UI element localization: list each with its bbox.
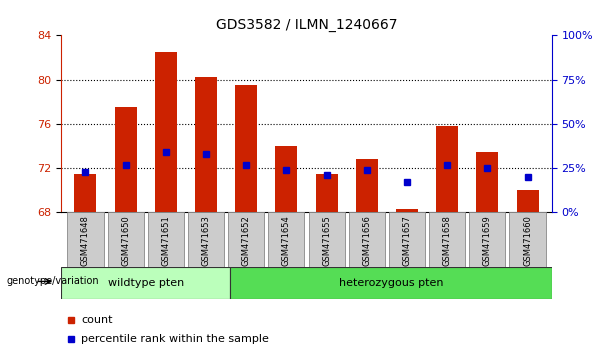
Bar	[396, 209, 418, 212]
Bar	[316, 174, 338, 212]
Bar	[509, 212, 546, 267]
Text: GSM471656: GSM471656	[362, 215, 371, 266]
Bar	[235, 85, 257, 212]
Bar	[308, 212, 345, 267]
Text: GSM471659: GSM471659	[483, 215, 492, 266]
Text: genotype/variation: genotype/variation	[6, 276, 99, 286]
Bar	[517, 190, 539, 212]
Bar	[154, 52, 177, 212]
Text: GSM471650: GSM471650	[121, 215, 130, 266]
Bar	[470, 212, 506, 267]
Text: count: count	[81, 315, 112, 325]
Bar	[429, 212, 465, 267]
Bar	[115, 107, 137, 212]
Bar	[436, 126, 459, 212]
Bar	[107, 212, 143, 267]
Bar	[148, 212, 184, 267]
Bar	[230, 267, 552, 299]
Bar	[67, 212, 104, 267]
Bar	[476, 152, 498, 212]
Text: GSM471648: GSM471648	[81, 215, 90, 266]
Text: GSM471660: GSM471660	[523, 215, 532, 266]
Text: GSM471651: GSM471651	[161, 215, 170, 266]
Text: GSM471658: GSM471658	[443, 215, 452, 266]
Bar	[349, 212, 385, 267]
Bar	[275, 146, 297, 212]
Bar	[195, 78, 217, 212]
Text: GSM471653: GSM471653	[202, 215, 210, 266]
Text: heterozygous pten: heterozygous pten	[338, 278, 443, 288]
Text: percentile rank within the sample: percentile rank within the sample	[81, 333, 268, 344]
Text: GSM471652: GSM471652	[242, 215, 251, 266]
Bar	[61, 267, 230, 299]
Title: GDS3582 / ILMN_1240667: GDS3582 / ILMN_1240667	[216, 18, 397, 32]
Bar	[268, 212, 305, 267]
Bar	[228, 212, 264, 267]
Bar	[356, 159, 378, 212]
Bar	[188, 212, 224, 267]
Text: GSM471657: GSM471657	[403, 215, 411, 266]
Text: GSM471654: GSM471654	[282, 215, 291, 266]
Bar	[74, 174, 96, 212]
Text: wildtype pten: wildtype pten	[108, 278, 184, 288]
Text: GSM471655: GSM471655	[322, 215, 331, 266]
Bar	[389, 212, 425, 267]
